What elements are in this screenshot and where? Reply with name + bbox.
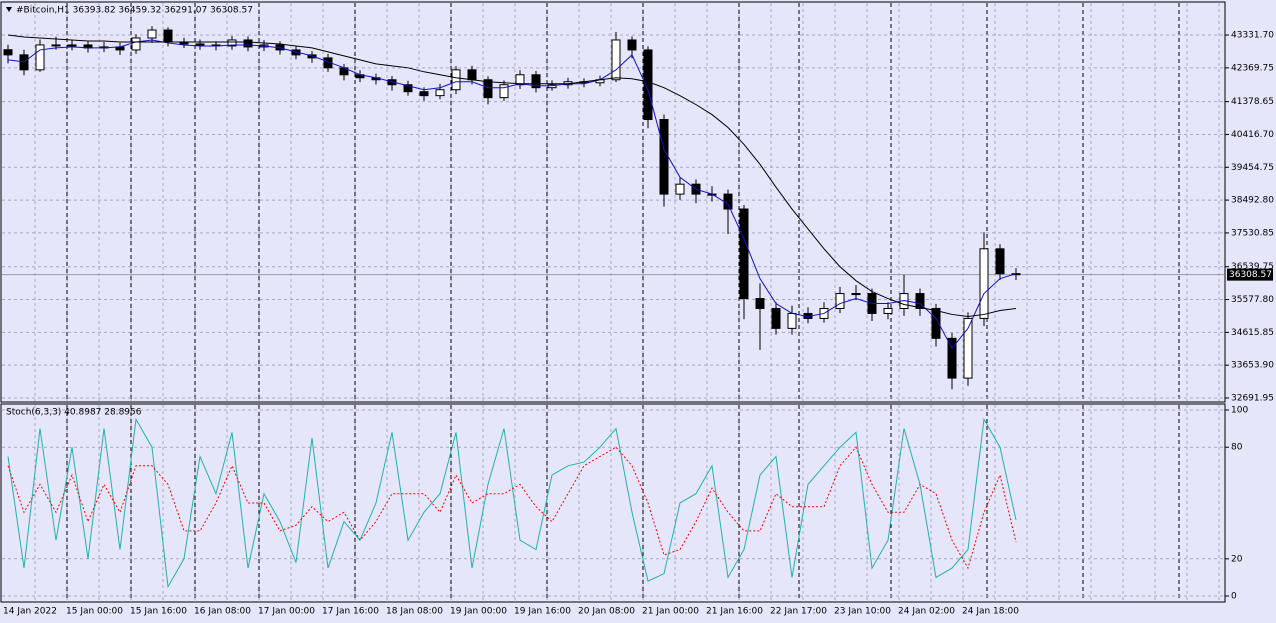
- x-tick-label: 15 Jan 16:00: [130, 607, 187, 617]
- x-tick-label: 14 Jan 2022: [3, 607, 57, 617]
- x-tick-label: 17 Jan 00:00: [258, 607, 315, 617]
- y-tick-label: 42369.75: [1231, 63, 1274, 73]
- x-tick-label: 15 Jan 00:00: [66, 607, 123, 617]
- y-tick-label: 33653.90: [1231, 361, 1274, 371]
- candle-body: [163, 29, 173, 43]
- candle-body: [659, 119, 669, 195]
- x-tick-label: 23 Jan 10:00: [834, 607, 891, 617]
- candle-body: [963, 317, 973, 379]
- candle-body: [723, 193, 733, 210]
- stoch-panel: [0, 403, 1226, 603]
- grid: [2, 3, 1224, 601]
- candle-body: [3, 49, 13, 56]
- x-tick-label: 20 Jan 08:00: [578, 607, 635, 617]
- candle-body: [947, 337, 957, 379]
- candle-body: [627, 39, 637, 51]
- y-tick-label: 100: [1231, 406, 1248, 416]
- x-tick-label: 19 Jan 16:00: [514, 607, 571, 617]
- candle-body: [787, 312, 797, 329]
- x-tick-label: 17 Jan 16:00: [322, 607, 379, 617]
- y-tick-label: 37530.85: [1231, 228, 1274, 238]
- y-tick-label: 0: [1231, 592, 1237, 602]
- y-tick-label: 43331.70: [1231, 31, 1274, 41]
- candle-body: [531, 74, 541, 89]
- candle-body: [883, 307, 893, 314]
- candle-body: [835, 293, 845, 309]
- candle-body: [771, 307, 781, 329]
- candle-body: [243, 39, 253, 48]
- x-tick-label: 21 Jan 00:00: [642, 607, 699, 617]
- plot: 43331.70 42369.75 41378.65 40416.70 39454.75…: [3, 26, 1274, 617]
- y-tick-label: 39454.75: [1231, 163, 1274, 173]
- candle-body: [755, 298, 765, 309]
- candle-body: [979, 248, 989, 319]
- y-tick-label: 34615.85: [1231, 328, 1274, 338]
- y-tick-label: 80: [1231, 443, 1243, 453]
- candle-body: [931, 307, 941, 339]
- candle-body: [147, 29, 157, 39]
- candle-body: [739, 208, 749, 300]
- candle-body: [995, 248, 1005, 275]
- candle-body: [67, 44, 77, 47]
- x-tick-label: 19 Jan 00:00: [450, 607, 507, 617]
- menu-icon[interactable]: [6, 7, 12, 12]
- y-tick-label: 36539.75: [1231, 262, 1274, 272]
- price-tag-label: 36308.57: [1229, 270, 1272, 280]
- y-tick-label: 41378.65: [1231, 97, 1274, 107]
- candle-body: [915, 293, 925, 309]
- price-tag: [1227, 268, 1273, 281]
- x-tick-label: 16 Jan 08:00: [194, 607, 251, 617]
- candle-body: [195, 43, 205, 46]
- candle-body: [19, 54, 29, 71]
- candle-body: [515, 74, 525, 86]
- x-tick-label: 24 Jan 02:00: [898, 607, 955, 617]
- candle-body: [675, 183, 685, 195]
- candle-body: [851, 293, 861, 296]
- x-tick-label: 21 Jan 16:00: [706, 607, 763, 617]
- candle-body: [131, 37, 141, 51]
- candle-body: [451, 69, 461, 91]
- moving-average: [7, 34, 1017, 317]
- y-tick-label: 38492.80: [1231, 196, 1274, 206]
- stoch-line: [7, 417, 1017, 589]
- candle-body: [435, 89, 445, 97]
- candle-body: [643, 49, 653, 121]
- candle-body: [35, 44, 45, 71]
- stoch-line: [7, 446, 1017, 570]
- indicator-title: Stoch(6,3,3) 40.8987 28.8956: [6, 408, 142, 418]
- candle-body: [227, 39, 237, 47]
- candle-body: [419, 91, 429, 97]
- y-tick-label: 32691.95: [1231, 394, 1274, 404]
- x-tick-label: 22 Jan 17:00: [770, 607, 827, 617]
- y-tick-label: 40416.70: [1231, 130, 1274, 140]
- candle-body: [499, 84, 509, 99]
- chart-title: #Bitcoin,H1 36393.82 36459.32 36291.07 3…: [16, 6, 253, 16]
- candle-body: [467, 69, 477, 81]
- x-tick-label: 18 Jan 08:00: [386, 607, 443, 617]
- candle-body: [611, 39, 621, 81]
- main-panel: [0, 1, 1226, 403]
- candle-body: [483, 79, 493, 99]
- candle-body: [51, 44, 61, 47]
- moving-average: [7, 39, 1017, 350]
- candle-body: [403, 84, 413, 93]
- x-tick-label: 24 Jan 18:00: [962, 607, 1019, 617]
- y-tick-label: 35577.80: [1231, 295, 1274, 305]
- y-tick-label: 20: [1231, 554, 1243, 564]
